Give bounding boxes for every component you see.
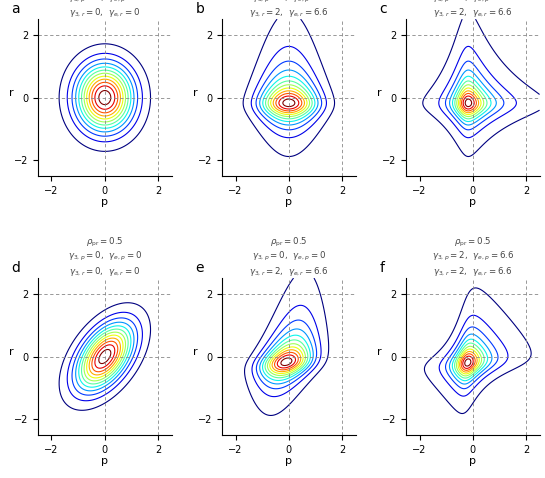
Title: $\rho_{\rm pr}=0.0$
$\gamma_{3,p}=0$,  $\gamma_{e,p}=0$
$\gamma_{3,r}=0$,  $\gam: $\rho_{\rm pr}=0.0$ $\gamma_{3,p}=0$, $\… bbox=[68, 0, 142, 19]
X-axis label: p: p bbox=[469, 197, 476, 207]
Text: c: c bbox=[379, 2, 387, 16]
X-axis label: p: p bbox=[286, 456, 292, 466]
Text: d: d bbox=[11, 261, 20, 275]
Text: e: e bbox=[196, 261, 204, 275]
Y-axis label: r: r bbox=[377, 87, 382, 98]
X-axis label: p: p bbox=[101, 456, 108, 466]
Y-axis label: r: r bbox=[193, 87, 198, 98]
Title: $\rho_{\rm pr}=0.5$
$\gamma_{3,p}=0$,  $\gamma_{e,p}=0$
$\gamma_{3,r}=0$,  $\gam: $\rho_{\rm pr}=0.5$ $\gamma_{3,p}=0$, $\… bbox=[68, 236, 142, 278]
Y-axis label: r: r bbox=[9, 87, 14, 98]
Title: $\rho_{\rm pr}=0.0$
$\gamma_{3,p}=2$,  $\gamma_{e,p}=6.6$
$\gamma_{3,r}=2$,  $\g: $\rho_{\rm pr}=0.0$ $\gamma_{3,p}=2$, $\… bbox=[432, 0, 514, 19]
Text: a: a bbox=[11, 2, 20, 16]
Y-axis label: r: r bbox=[193, 347, 198, 357]
Y-axis label: r: r bbox=[377, 347, 382, 357]
Text: f: f bbox=[379, 261, 385, 275]
X-axis label: p: p bbox=[469, 456, 476, 466]
Title: $\rho_{\rm pr}=0.5$
$\gamma_{3,p}=0$,  $\gamma_{e,p}=0$
$\gamma_{3,r}=2$,  $\gam: $\rho_{\rm pr}=0.5$ $\gamma_{3,p}=0$, $\… bbox=[249, 236, 329, 278]
X-axis label: p: p bbox=[101, 197, 108, 207]
Text: b: b bbox=[196, 2, 204, 16]
X-axis label: p: p bbox=[286, 197, 292, 207]
Title: $\rho_{\rm pr}=0.5$
$\gamma_{3,p}=2$,  $\gamma_{e,p}=6.6$
$\gamma_{3,r}=2$,  $\g: $\rho_{\rm pr}=0.5$ $\gamma_{3,p}=2$, $\… bbox=[432, 236, 514, 278]
Y-axis label: r: r bbox=[9, 347, 14, 357]
Title: $\rho_{\rm pr}=0.0$
$\gamma_{3,p}=0$,  $\gamma_{e,p}=0$
$\gamma_{3,r}=2$,  $\gam: $\rho_{\rm pr}=0.0$ $\gamma_{3,p}=0$, $\… bbox=[249, 0, 329, 19]
